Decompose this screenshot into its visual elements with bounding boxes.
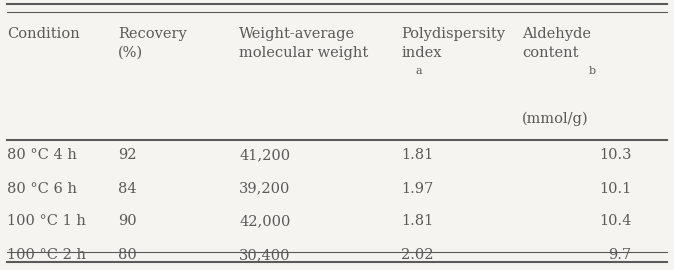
Text: 1.81: 1.81 [401, 214, 433, 228]
Text: 100 °C 2 h: 100 °C 2 h [7, 248, 86, 262]
Text: 39,200: 39,200 [239, 182, 290, 196]
Text: 100 °C 1 h: 100 °C 1 h [7, 214, 86, 228]
Text: 10.4: 10.4 [599, 214, 632, 228]
Text: Polydispersity
index: Polydispersity index [401, 27, 505, 60]
Text: (mmol/g): (mmol/g) [522, 112, 589, 126]
Text: b: b [589, 66, 596, 76]
Text: 9.7: 9.7 [609, 248, 632, 262]
Text: Recovery
(%): Recovery (%) [118, 27, 187, 60]
Text: 80 °C 4 h: 80 °C 4 h [7, 148, 77, 162]
Text: 1.81: 1.81 [401, 148, 433, 162]
Text: 10.3: 10.3 [599, 148, 632, 162]
Text: 1.97: 1.97 [401, 182, 433, 196]
Text: 42,000: 42,000 [239, 214, 290, 228]
Text: 30,400: 30,400 [239, 248, 290, 262]
Text: 10.1: 10.1 [599, 182, 632, 196]
Text: Weight-average
molecular weight: Weight-average molecular weight [239, 27, 369, 60]
Text: 84: 84 [118, 182, 137, 196]
Text: 2.02: 2.02 [401, 248, 433, 262]
Text: 80 °C 6 h: 80 °C 6 h [7, 182, 77, 196]
Text: 90: 90 [118, 214, 137, 228]
Text: 92: 92 [118, 148, 136, 162]
Text: 80: 80 [118, 248, 137, 262]
Text: Condition: Condition [7, 27, 80, 41]
Text: a: a [416, 66, 423, 76]
Text: 41,200: 41,200 [239, 148, 290, 162]
Text: Aldehyde
content: Aldehyde content [522, 27, 591, 60]
